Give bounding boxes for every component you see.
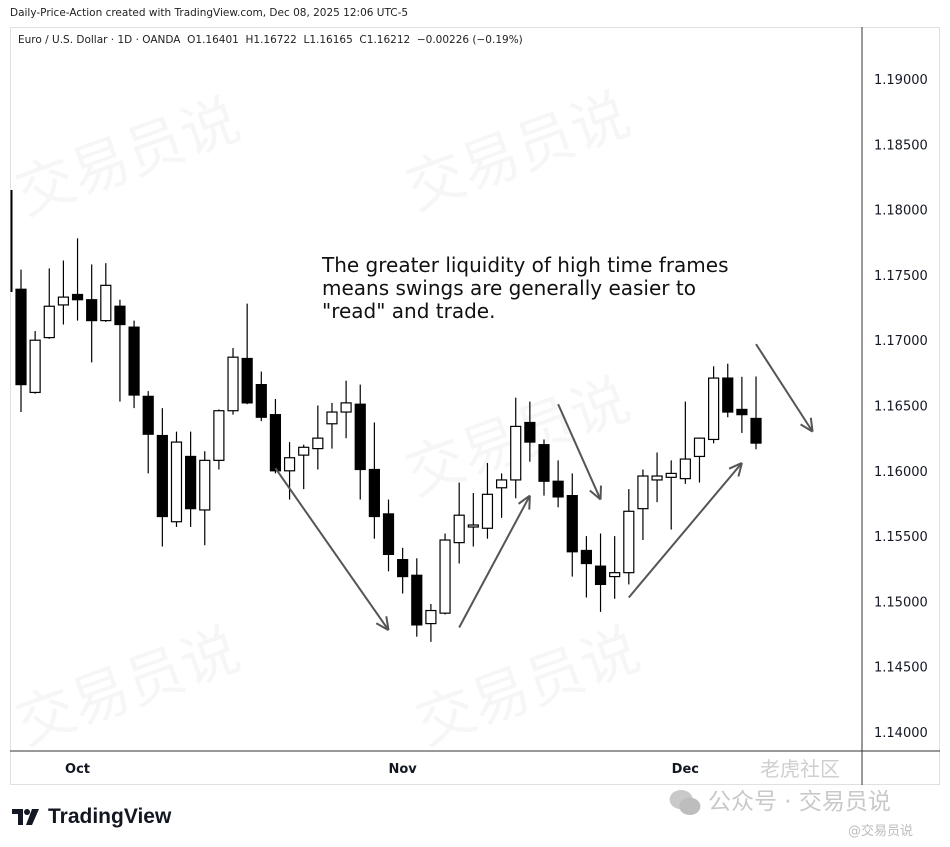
bearish-candle [142,395,154,435]
bullish-candle [467,524,479,528]
bullish-candle [510,425,522,481]
trend-arrow [557,403,602,500]
bullish-candle [227,356,239,412]
bearish-candle [538,444,550,482]
x-tick-label: Nov [388,762,417,777]
bearish-candle [185,455,197,510]
bearish-candle [156,434,168,518]
tradingview-logo-text: TradingView [48,805,172,828]
bullish-candle [170,441,183,523]
bearish-candle [750,417,762,444]
bullish-candle [623,510,635,574]
y-tick-label: 1.16500 [874,400,928,415]
bearish-candle [397,559,409,578]
y-tick-label: 1.18000 [874,204,928,219]
arrow-head [385,616,390,631]
chart-annotation: The greater liquidity of high time frame… [322,253,729,323]
arrow-head [800,423,814,433]
bullish-candle [57,296,70,306]
bullish-candle [708,377,720,441]
bearish-candle [255,384,267,418]
bullish-candle [100,284,112,322]
bearish-candle [269,414,282,472]
bullish-candle [425,609,437,625]
bullish-candle [213,410,225,461]
symbol-legend: Euro / U.S. Dollar · 1D · OANDA O1.16401… [18,34,523,46]
arrow-head [728,462,743,470]
bullish-candle [199,459,211,511]
bullish-candle [453,514,465,544]
bullish-candle [43,305,55,339]
bullish-candle [679,458,691,480]
bullish-candle [326,411,338,425]
bullish-candle [283,457,296,472]
chart-credit: Daily-Price-Action created with TradingV… [10,7,409,19]
wechat-watermark: 公众号 · 交易员说 [668,789,891,816]
bullish-candle [439,539,451,614]
bearish-candle [86,299,98,322]
y-tick-label: 1.19000 [874,73,928,88]
bullish-candle [637,475,649,510]
bearish-candle [566,495,578,553]
wechat-channel-text: 公众号 · 交易员说 [708,789,891,815]
bearish-candle [722,377,734,413]
bearish-candle [594,565,607,586]
bullish-candle [609,572,621,578]
bullish-candle [340,402,352,413]
bearish-candle [382,513,395,555]
y-tick-label: 1.15000 [874,595,928,610]
arrow-head [809,417,814,432]
x-tick-label: Dec [672,762,699,777]
bearish-candle [736,408,748,416]
tradingview-logo-icon [12,809,39,825]
wechat-icon [669,789,701,816]
arrow-head [528,495,531,510]
bullish-candle [29,339,41,394]
bearish-candle [71,293,84,301]
y-tick-label: 1.18500 [874,138,928,153]
bearish-candle [354,403,366,471]
bullish-candle [495,479,508,489]
bearish-candle [114,305,126,326]
y-tick-label: 1.16000 [874,465,928,480]
trend-arrow [755,343,814,433]
bullish-candle [651,475,663,481]
bearish-candle [368,468,380,518]
y-tick-label: 1.14000 [874,726,928,741]
bullish-candle [312,437,324,450]
chart-frame [10,27,940,785]
y-tick-label: 1.17000 [874,334,928,349]
bullish-candle [665,472,677,478]
bullish-candle [693,437,706,458]
x-tick-label: Oct [65,762,90,777]
bearish-candle [524,421,536,443]
arrow-head [737,462,743,477]
handle-watermark: @交易员说 [848,824,914,839]
arrow-head [589,489,602,501]
bullish-candle [481,493,494,529]
bearish-candle [15,288,27,386]
bearish-candle [128,326,140,396]
y-tick-label: 1.14500 [874,661,928,676]
trend-arrow [458,495,531,628]
y-tick-label: 1.17500 [874,269,928,284]
y-tick-label: 1.15500 [874,530,928,545]
bearish-candle [241,357,253,404]
community-watermark: 老虎社区 [760,757,840,781]
bearish-candle [411,574,423,626]
arrow-head [375,622,389,632]
arrow-head [517,494,531,505]
tradingview-logo: TradingView [12,805,171,829]
bullish-candle [298,446,310,456]
trend-arrow [628,462,743,599]
bearish-candle [580,549,593,565]
trend-arrow [274,467,390,631]
bearish-candle [552,480,564,498]
